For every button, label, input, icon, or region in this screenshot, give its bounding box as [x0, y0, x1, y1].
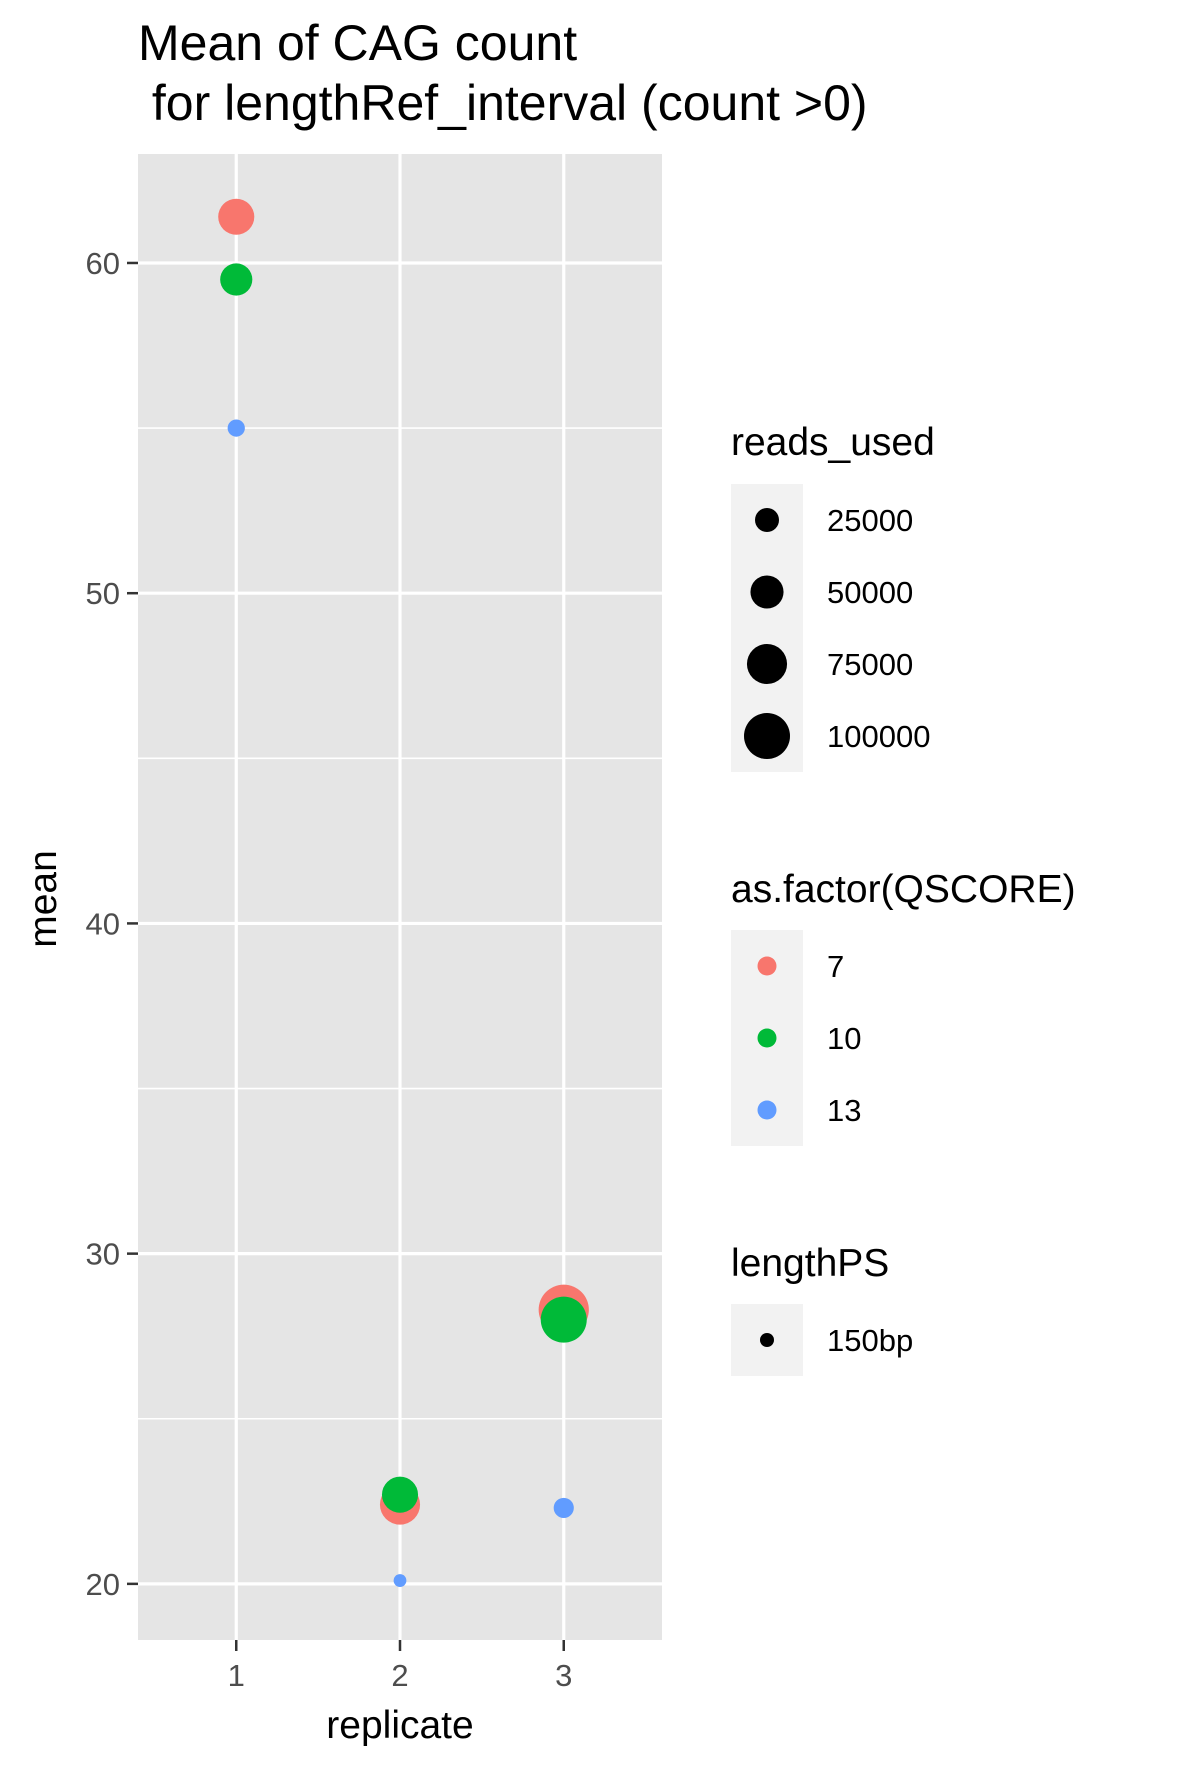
data-point-qscore-10 [540, 1296, 587, 1343]
data-point-qscore-10 [381, 1476, 419, 1513]
y-tick-label: 50 [86, 576, 120, 611]
legend-size-label: 25000 [827, 503, 913, 538]
legend-size-key [744, 713, 790, 759]
legend-shape-title: lengthPS [731, 1242, 889, 1285]
y-tick-label: 20 [86, 1567, 120, 1602]
legend-color-label: 10 [827, 1021, 861, 1056]
grid-major [138, 154, 662, 1640]
legend-size-label: 75000 [827, 647, 913, 682]
chart-title-line-2: for lengthRef_interval (count >0) [138, 75, 868, 131]
x-tick-labels: 1 2 3 [228, 1658, 573, 1693]
y-tick-label: 40 [86, 906, 120, 941]
legend-color-title: as.factor(QSCORE) [731, 868, 1076, 911]
y-tick-labels: 20 30 40 50 60 [86, 246, 120, 1602]
legend-reads-used: reads_used 25000 50000 75000 100000 [731, 421, 935, 772]
chart-title-line-1: Mean of CAG count [138, 15, 577, 71]
y-tick-label: 60 [86, 246, 120, 281]
legend-size-label: 100000 [827, 719, 930, 754]
data-points [218, 198, 589, 1587]
legend-color-label: 13 [827, 1093, 861, 1128]
legend-color-key [757, 956, 777, 976]
legend-qscore: as.factor(QSCORE) 7 10 13 [731, 868, 1076, 1146]
x-tick-label: 1 [228, 1658, 245, 1693]
axis-ticks [127, 261, 565, 1651]
legend-color-key [757, 1100, 777, 1120]
y-tick-label: 30 [86, 1237, 120, 1272]
legend-color-key [757, 1028, 777, 1048]
y-axis-title: mean [22, 850, 65, 948]
legend-length-ps: lengthPS 150bp [731, 1242, 913, 1376]
x-tick-label: 2 [391, 1658, 408, 1693]
legend-size-title: reads_used [731, 421, 935, 464]
legend-size-key [755, 508, 779, 532]
legend-color-label: 7 [827, 949, 844, 984]
data-point-qscore-7 [218, 198, 255, 235]
legend-size-label: 50000 [827, 575, 913, 610]
legend-shape-label: 150bp [827, 1323, 913, 1358]
data-point-qscore-13 [553, 1497, 574, 1518]
legend-size-key [746, 643, 788, 685]
data-point-qscore-13 [227, 419, 245, 437]
legend-shape-key [760, 1333, 774, 1347]
x-tick-label: 3 [555, 1658, 572, 1693]
data-point-qscore-13 [393, 1574, 407, 1587]
x-axis-title: replicate [326, 1704, 473, 1747]
data-point-qscore-10 [220, 263, 253, 296]
legend-size-key [750, 575, 784, 609]
